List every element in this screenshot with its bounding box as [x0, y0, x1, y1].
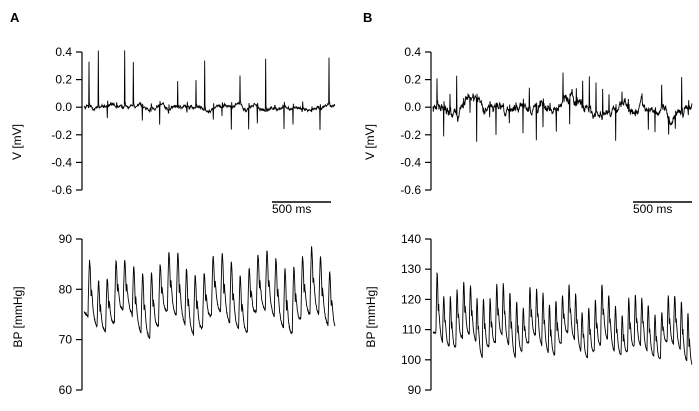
panel-label-a: A: [10, 10, 20, 25]
svg-text:60: 60: [59, 383, 73, 397]
svg-text:0.4: 0.4: [404, 45, 421, 59]
panel-a-bp-trace: [83, 246, 336, 340]
svg-text:80: 80: [59, 282, 73, 296]
panel-b-ecg-trace: [432, 72, 693, 142]
svg-text:100: 100: [401, 353, 421, 367]
panel-b-ecg-plot: 0.4 0.2 0.0 -0.2 -0.4 -0.6: [400, 45, 693, 203]
svg-text:0.4: 0.4: [55, 45, 72, 59]
panel-a-ecg-yaxis: 0.4 0.2 0.0 -0.2 -0.4 -0.6: [51, 45, 83, 197]
panel-a-ecg-ylabel: V [mV]: [10, 124, 24, 161]
panel-label-b: B: [363, 10, 373, 25]
svg-text:-0.4: -0.4: [400, 155, 421, 169]
svg-text:-0.6: -0.6: [51, 183, 72, 197]
panel-a-ecg: V [mV] 0.4 0.2 0.0 -0.2 -0.4 -0.6 500 ms: [0, 30, 350, 216]
panel-b-ecg-ylabel: V [mV]: [363, 124, 377, 161]
svg-text:0.0: 0.0: [404, 100, 421, 114]
svg-text:130: 130: [401, 262, 421, 276]
svg-text:120: 120: [401, 292, 421, 306]
svg-text:90: 90: [408, 383, 422, 397]
panel-b-bp-ylabel: BP [mmHg]: [364, 286, 378, 348]
svg-text:140: 140: [401, 232, 421, 246]
panel-a-bp-plot: 90 80 70 60: [59, 232, 336, 397]
panel-a-bp-ylabel: BP [mmHg]: [11, 286, 25, 348]
panel-b-bp-yaxis: 140 130 120 110 100 90: [401, 232, 432, 397]
svg-text:70: 70: [59, 333, 73, 347]
panel-a-bp-yaxis: 90 80 70 60: [59, 232, 83, 397]
panel-b-ecg-yaxis: 0.4 0.2 0.0 -0.2 -0.4 -0.6: [400, 45, 432, 197]
panel-b-bp-plot: 140 130 120 110 100 90: [401, 232, 693, 397]
svg-text:-0.2: -0.2: [51, 128, 72, 142]
panel-b-ecg: V [mV] 0.4 0.2 0.0 -0.2 -0.4 -0.6 500 ms: [353, 30, 699, 216]
svg-text:0.2: 0.2: [404, 73, 421, 87]
svg-text:0.2: 0.2: [55, 73, 72, 87]
svg-text:-0.2: -0.2: [400, 128, 421, 142]
svg-text:-0.4: -0.4: [51, 155, 72, 169]
svg-text:90: 90: [59, 232, 73, 246]
panel-a-bp: BP [mmHg] 90 80 70 60: [0, 225, 350, 411]
svg-text:-0.6: -0.6: [400, 183, 421, 197]
panel-a-scalebar-label: 500 ms: [272, 202, 312, 216]
svg-text:0.0: 0.0: [55, 100, 72, 114]
panel-a-ecg-plot: 0.4 0.2 0.0 -0.2 -0.4 -0.6: [51, 45, 336, 203]
panel-b-bp-trace: [432, 271, 693, 366]
panel-b-scalebar-label: 500 ms: [633, 202, 673, 216]
panel-b-bp: BP [mmHg] 140 130 120 110 100 90: [353, 225, 699, 411]
panel-a-ecg-trace: [83, 50, 336, 130]
svg-text:110: 110: [402, 323, 421, 337]
